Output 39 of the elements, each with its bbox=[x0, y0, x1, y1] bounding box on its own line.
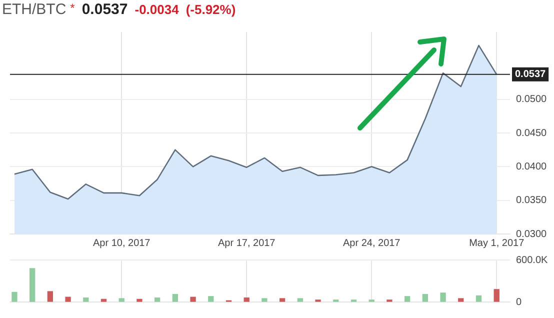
y-tick-label: 0 bbox=[516, 296, 522, 308]
chart-title: ETH/BTC bbox=[2, 1, 66, 18]
bar bbox=[12, 292, 18, 302]
bar bbox=[404, 296, 410, 302]
y-tick-label: 600.0K bbox=[516, 254, 548, 266]
bar bbox=[262, 298, 268, 302]
y-tick-label: 0.0300 bbox=[516, 228, 548, 240]
bar bbox=[65, 296, 71, 302]
text: (-5.92%) bbox=[186, 2, 236, 17]
bar bbox=[83, 297, 89, 302]
text: 0.0537 bbox=[82, 1, 128, 18]
bar bbox=[244, 297, 250, 302]
y-tick-label: 0.0450 bbox=[516, 128, 548, 139]
x-tick-label: May 1, 2017 bbox=[469, 238, 525, 249]
bar bbox=[172, 294, 178, 302]
ref-line-label: 0.0537 bbox=[515, 69, 546, 80]
bar bbox=[297, 298, 304, 302]
bar bbox=[476, 295, 482, 302]
bar bbox=[458, 298, 464, 302]
bar bbox=[100, 298, 107, 302]
bar bbox=[136, 298, 142, 302]
bar bbox=[47, 291, 54, 302]
bar bbox=[279, 298, 286, 302]
bar bbox=[118, 298, 124, 302]
y-tick-label: 0.0400 bbox=[516, 161, 548, 172]
bar bbox=[440, 292, 446, 302]
y-tick-label: 0.0500 bbox=[516, 94, 548, 106]
bar bbox=[190, 296, 196, 302]
bar bbox=[29, 268, 36, 302]
bar bbox=[494, 289, 500, 302]
bar bbox=[208, 296, 214, 302]
bar bbox=[154, 297, 160, 302]
y-tick-label: 0.0350 bbox=[516, 195, 548, 206]
x-tick-label: Apr 10, 2017 bbox=[92, 238, 151, 249]
text: -0.0034 bbox=[134, 2, 179, 17]
x-tick-label: Apr 17, 2017 bbox=[218, 238, 276, 249]
text: * bbox=[70, 1, 75, 15]
bar bbox=[422, 294, 428, 302]
x-tick-label: Apr 24, 2017 bbox=[342, 238, 401, 249]
